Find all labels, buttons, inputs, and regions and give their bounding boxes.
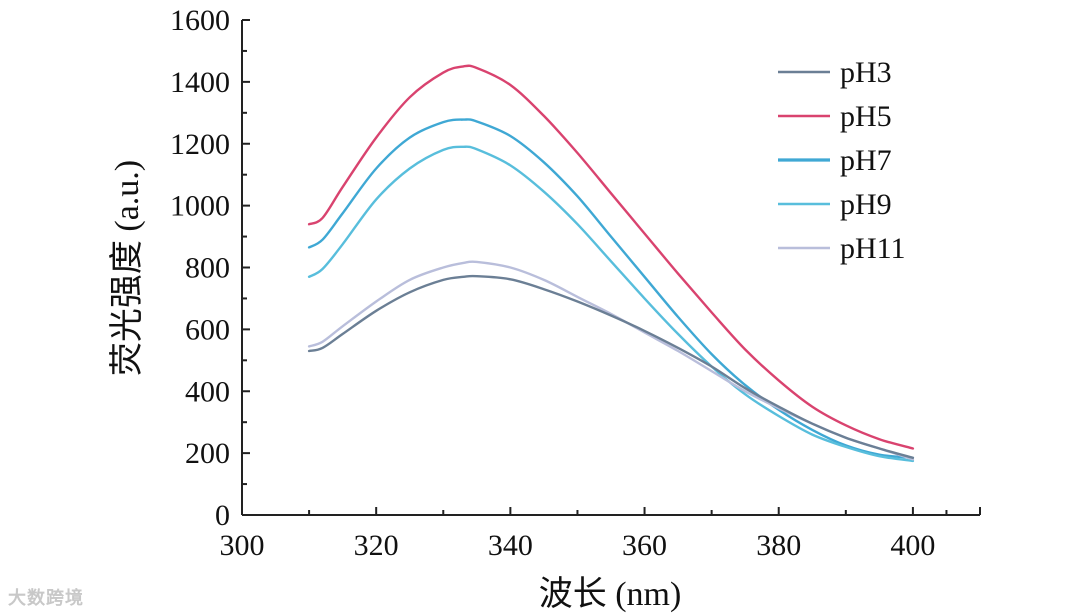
x-tick-label: 380 [756,529,801,562]
y-tick-label: 200 [185,437,230,470]
series-line-ph9 [307,145,915,463]
legend-label-ph3: pH3 [840,56,892,89]
y-tick-label: 1200 [170,128,230,161]
y-tick-label: 400 [185,375,230,408]
legend-label-ph9: pH9 [840,188,892,221]
y-axis-title: 荧光强度 (a.u.) [108,160,146,376]
legend-label-ph11: pH11 [840,232,906,265]
series-lines [307,64,915,463]
series-line-ph5 [307,64,915,450]
x-tick-label: 300 [220,529,265,562]
x-tick-label: 340 [488,529,533,562]
y-tick-label: 1600 [170,4,230,37]
series-line-ph11 [307,260,915,461]
y-tick-label: 0 [215,499,230,532]
x-tick-label: 400 [890,529,935,562]
legend: pH3 pH5 pH7 pH9 pH11 [778,56,906,265]
legend-label-ph7: pH7 [840,144,892,177]
series-line-ph7 [307,118,915,459]
y-tick-label: 600 [185,313,230,346]
series-line-ph3 [307,274,915,459]
axes: 0 200 400 600 800 1000 1200 1400 1600 300 320 340 36… [170,4,981,562]
y-tick-label: 1000 [170,190,230,223]
legend-label-ph5: pH5 [840,100,892,133]
x-tick-label: 360 [622,529,667,562]
x-tick-label: 320 [354,529,399,562]
watermark: 大数跨境 [8,588,84,609]
x-axis-title: 波长 (nm) [539,575,682,613]
y-tick-label: 1400 [170,66,230,99]
y-tick-label: 800 [185,252,230,285]
